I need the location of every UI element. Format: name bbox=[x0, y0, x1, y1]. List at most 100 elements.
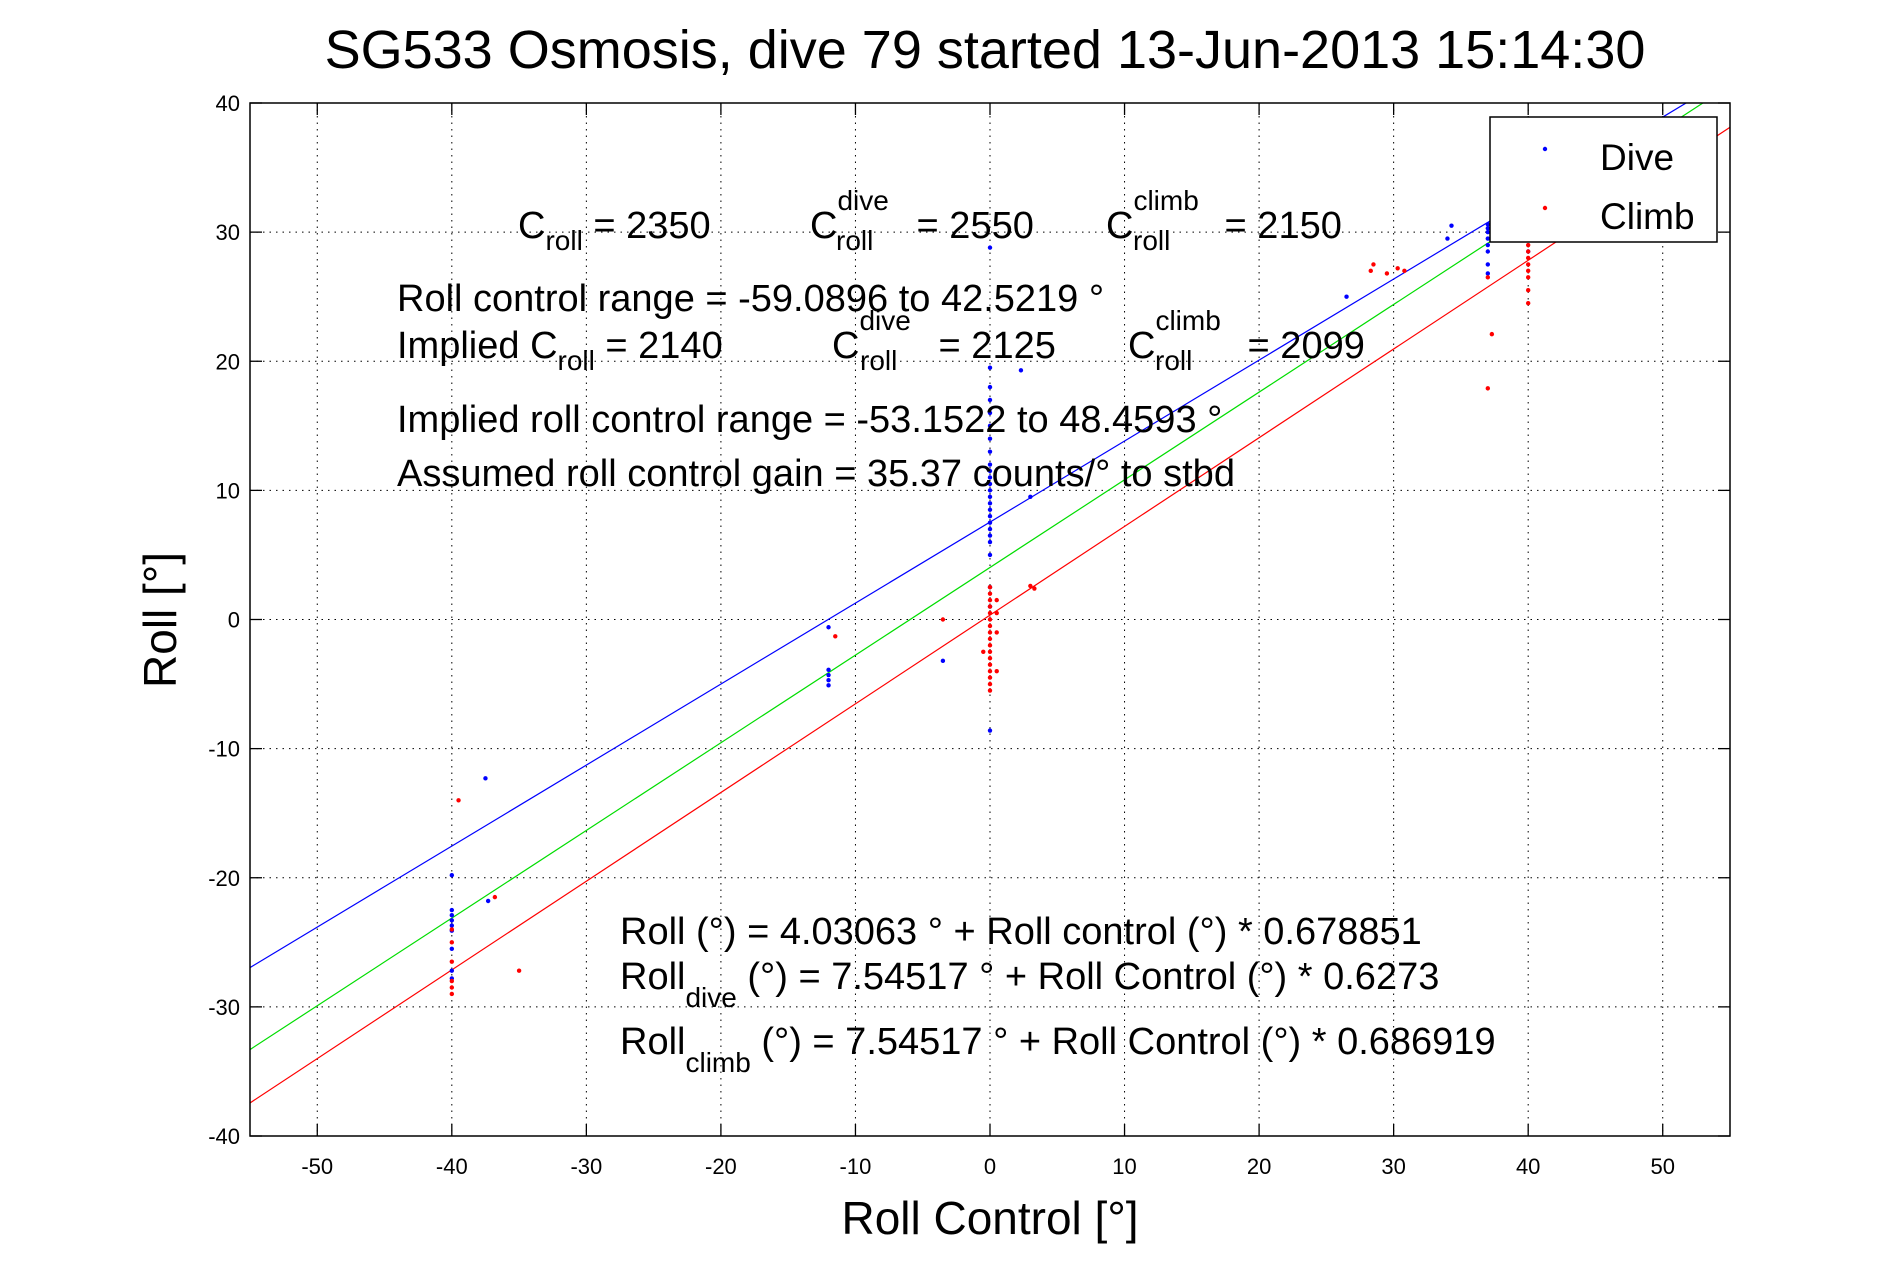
x-tick-label: 40 bbox=[1516, 1154, 1540, 1179]
y-tick-label: 10 bbox=[216, 478, 240, 503]
implied-c-roll-dive-annotation: Cdive roll = 2125 bbox=[832, 305, 1056, 376]
data-point bbox=[1525, 275, 1531, 280]
fit-line bbox=[250, 103, 1704, 1051]
data-point bbox=[1028, 494, 1033, 500]
data-point bbox=[1485, 262, 1491, 267]
x-tick-label: -30 bbox=[570, 1154, 602, 1179]
data-point bbox=[1445, 236, 1450, 241]
legend: Dive Climb bbox=[1489, 116, 1718, 243]
data-point bbox=[1485, 222, 1491, 227]
data-point bbox=[449, 918, 455, 923]
data-point bbox=[987, 636, 993, 642]
data-point bbox=[987, 623, 993, 629]
roll-dive-fit-equation: Rolldive (°) = 7.54517 ° + Roll Control … bbox=[620, 956, 1439, 1013]
roll-fit-equation: Roll (°) = 4.03063 ° + Roll control (°) … bbox=[620, 911, 1422, 953]
data-point bbox=[987, 591, 993, 596]
x-tick-label: -20 bbox=[705, 1154, 737, 1179]
data-point bbox=[987, 514, 993, 519]
data-point bbox=[449, 985, 455, 990]
data-point bbox=[994, 597, 999, 603]
y-tick-labels: -40 -30 -20 -10 0 10 20 30 40 bbox=[208, 91, 240, 1149]
data-point bbox=[485, 898, 491, 904]
x-axis-label: Roll Control [°] bbox=[841, 1192, 1138, 1244]
data-point bbox=[987, 449, 993, 454]
x-tick-label: 30 bbox=[1381, 1154, 1405, 1179]
y-axis-label: Roll [°] bbox=[134, 552, 186, 688]
data-point bbox=[987, 475, 993, 480]
series-climb bbox=[449, 223, 1531, 997]
x-tick-labels: -50 -40 -30 -20 -10 0 10 20 30 40 50 bbox=[301, 1154, 1675, 1179]
data-point bbox=[987, 681, 993, 687]
data-point bbox=[987, 520, 993, 525]
data-point bbox=[987, 643, 993, 648]
data-point bbox=[994, 630, 999, 635]
data-point bbox=[1485, 271, 1491, 276]
data-point bbox=[1485, 275, 1491, 280]
data-point bbox=[987, 245, 993, 250]
data-point bbox=[1485, 242, 1491, 248]
data-point bbox=[1485, 229, 1491, 235]
y-tick-label: 0 bbox=[228, 608, 240, 633]
data-point bbox=[987, 597, 993, 603]
data-point bbox=[1344, 294, 1349, 299]
data-point bbox=[987, 552, 993, 558]
y-tick-label: -30 bbox=[208, 995, 240, 1020]
data-point bbox=[826, 667, 831, 673]
x-tick-label: -10 bbox=[840, 1154, 872, 1179]
data-point bbox=[987, 617, 993, 622]
y-tick-label: -20 bbox=[208, 866, 240, 891]
data-point bbox=[1525, 249, 1531, 254]
data-point bbox=[1525, 262, 1531, 267]
data-point bbox=[987, 662, 993, 667]
data-point bbox=[987, 507, 993, 512]
data-point bbox=[1525, 268, 1531, 274]
x-tick-label: 10 bbox=[1112, 1154, 1136, 1179]
data-point bbox=[987, 539, 993, 545]
y-tick-label: 30 bbox=[216, 220, 240, 245]
data-point bbox=[987, 533, 993, 538]
data-point bbox=[981, 649, 986, 654]
data-point bbox=[1402, 268, 1407, 274]
data-point bbox=[987, 630, 993, 635]
data-point bbox=[1485, 236, 1491, 241]
legend-climb-label: Climb bbox=[1600, 196, 1695, 237]
data-point bbox=[940, 617, 946, 622]
data-point bbox=[826, 625, 831, 630]
data-point bbox=[449, 872, 455, 878]
data-point bbox=[987, 649, 993, 654]
data-point bbox=[1384, 271, 1390, 276]
data-point bbox=[449, 923, 455, 928]
y-tick-label: 20 bbox=[216, 349, 240, 374]
y-tick-label: -10 bbox=[208, 737, 240, 762]
data-point bbox=[1371, 262, 1376, 267]
plot-area bbox=[249, 102, 1731, 1137]
c-roll-climb-annotation: Cclimb roll = 2150 bbox=[1106, 185, 1342, 256]
data-point bbox=[987, 675, 993, 680]
data-point bbox=[516, 968, 522, 973]
y-tick-label: 40 bbox=[216, 91, 240, 116]
data-point bbox=[449, 968, 455, 973]
data-point bbox=[449, 959, 455, 964]
data-point bbox=[987, 526, 993, 532]
roll-control-range-text: Roll control range = -59.0896 to 42.5219… bbox=[397, 278, 1104, 320]
data-point bbox=[1018, 368, 1024, 373]
legend-dive-marker bbox=[1542, 146, 1548, 152]
data-point bbox=[1489, 331, 1495, 337]
data-point bbox=[987, 728, 993, 733]
legend-climb-marker bbox=[1542, 205, 1548, 211]
data-point bbox=[826, 677, 831, 683]
roll-control-gain-text: Assumed roll control gain = 35.37 counts… bbox=[397, 453, 1235, 495]
data-point bbox=[987, 585, 993, 590]
data-point bbox=[449, 991, 455, 997]
data-point bbox=[1395, 266, 1400, 271]
data-point bbox=[987, 410, 993, 416]
data-point bbox=[449, 927, 455, 932]
data-point bbox=[987, 501, 993, 506]
data-point bbox=[1028, 583, 1033, 589]
c-roll-dive-annotation: Cdive roll = 2550 bbox=[810, 185, 1034, 256]
annotations: Croll = 2350 Cdive roll = 2550 Cclimb roll… bbox=[397, 185, 1496, 1078]
legend-box bbox=[1489, 116, 1718, 243]
x-tick-label: 0 bbox=[984, 1154, 996, 1179]
data-point bbox=[1032, 586, 1037, 591]
